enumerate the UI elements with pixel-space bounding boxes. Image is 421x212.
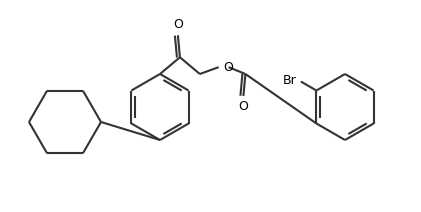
Text: Br: Br (283, 74, 297, 87)
Text: O: O (224, 61, 234, 74)
Text: O: O (238, 100, 248, 113)
Text: O: O (173, 18, 183, 31)
